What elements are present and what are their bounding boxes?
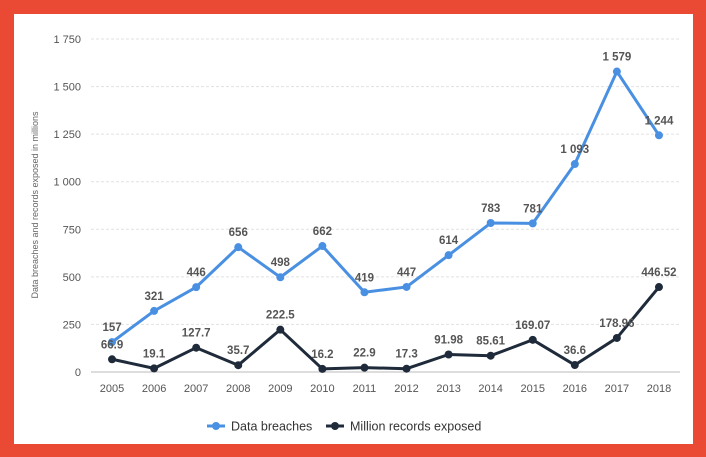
- data-point: [402, 282, 411, 291]
- series-line: [111, 286, 661, 371]
- x-tick-label: 2011: [353, 383, 377, 395]
- data-label: 614: [439, 235, 459, 247]
- x-tick-label: 2006: [142, 383, 166, 395]
- data-point: [150, 306, 159, 315]
- x-tick-label: 2010: [310, 383, 334, 395]
- x-tick-label: 2017: [605, 383, 629, 395]
- data-label: 157: [102, 322, 121, 334]
- y-tick-label: 250: [63, 319, 81, 331]
- data-label: 1 093: [560, 144, 589, 156]
- data-label: 1 244: [645, 115, 674, 127]
- grid-lines: [91, 38, 680, 373]
- y-tick-label: 1 000: [53, 177, 81, 189]
- x-tick-label: 2018: [647, 383, 671, 395]
- data-label: 91.98: [434, 334, 463, 346]
- legend-label: Data breaches: [231, 420, 312, 434]
- y-tick-label: 500: [63, 272, 81, 284]
- data-label: 22.9: [353, 348, 375, 360]
- y-tick-label: 1 500: [53, 82, 81, 94]
- data-label: 85.61: [476, 336, 505, 348]
- x-tick-label: 2005: [100, 383, 124, 395]
- series-records-exposed: [108, 283, 663, 373]
- data-label: 419: [355, 272, 374, 284]
- x-tick-label: 2015: [521, 383, 545, 395]
- legend-swatch-marker: [212, 422, 220, 430]
- chart-frame: 0 250 500 750 1 000 1 250 1 500 1 750 2005 2006 2…: [14, 14, 693, 444]
- data-label: 35.7: [227, 345, 249, 357]
- data-label: 169.07: [515, 320, 550, 332]
- data-point: [486, 219, 495, 228]
- data-label: 127.7: [182, 328, 211, 340]
- data-label: 446.52: [641, 267, 676, 279]
- series-line: [111, 70, 661, 344]
- data-label: 16.2: [311, 349, 333, 361]
- data-point: [276, 325, 285, 334]
- data-point: [192, 343, 201, 352]
- data-label: 656: [229, 227, 248, 239]
- data-label: 446: [187, 267, 206, 279]
- x-tick-label: 2016: [563, 383, 587, 395]
- data-point: [318, 242, 327, 251]
- data-point: [108, 338, 117, 347]
- data-label: 447: [397, 267, 416, 279]
- data-label: 19.1: [143, 348, 166, 360]
- data-label: 1 579: [603, 52, 632, 64]
- data-point: [528, 219, 537, 228]
- legend: Data breaches Million records exposed: [207, 420, 481, 434]
- data-point: [570, 160, 579, 169]
- data-point: [486, 351, 495, 360]
- y-tick-label: 1 250: [53, 129, 81, 141]
- legend-swatch-marker: [331, 422, 339, 430]
- data-label: 66.9: [101, 339, 123, 351]
- data-point: [360, 288, 369, 297]
- data-point: [402, 364, 411, 373]
- data-point: [318, 364, 327, 373]
- data-point: [150, 364, 159, 373]
- y-tick-label: 750: [63, 224, 81, 236]
- data-point: [108, 355, 117, 364]
- data-label: 498: [271, 257, 291, 269]
- data-label: 222.5: [266, 310, 295, 322]
- data-label: 783: [481, 203, 500, 215]
- data-point: [570, 361, 579, 370]
- data-point: [612, 333, 621, 342]
- x-tick-label: 2012: [394, 383, 418, 395]
- series-layer: [108, 67, 663, 373]
- data-point: [654, 283, 663, 292]
- data-point: [234, 361, 243, 370]
- data-point: [192, 283, 201, 292]
- x-tick-label: 2014: [478, 383, 502, 395]
- data-point: [444, 251, 453, 260]
- y-tick-label: 0: [75, 367, 81, 379]
- legend-label: Million records exposed: [350, 420, 481, 434]
- x-tick-label: 2008: [226, 383, 250, 395]
- data-label: 321: [145, 291, 165, 303]
- data-point: [444, 350, 453, 359]
- data-label: 36.6: [564, 345, 586, 357]
- data-label: 781: [523, 203, 543, 215]
- data-labels: 157 321 446 656 498 662 419 447 614 783 781 1 093 1 …: [101, 52, 677, 361]
- y-axis-ticks: 0 250 500 750 1 000 1 250 1 500 1 750: [53, 34, 81, 379]
- data-point: [528, 335, 537, 344]
- x-tick-label: 2009: [268, 383, 292, 395]
- x-tick-label: 2007: [184, 383, 208, 395]
- x-tick-label: 2013: [436, 383, 460, 395]
- data-point: [654, 131, 663, 140]
- data-label: 17.3: [395, 349, 417, 361]
- data-point: [276, 273, 285, 282]
- data-label: 178.96: [599, 318, 634, 330]
- data-point: [612, 67, 621, 76]
- y-axis-label: Data breaches and records exposed in mil…: [30, 111, 40, 299]
- y-tick-label: 1 750: [53, 34, 81, 46]
- data-label: 662: [313, 226, 332, 238]
- x-axis-ticks: 2005 2006 2007 2008 2009 2010 2011 2012 2013 2014…: [100, 383, 671, 395]
- series-data-breaches: [108, 67, 663, 347]
- data-point: [234, 243, 243, 252]
- data-point: [360, 363, 369, 372]
